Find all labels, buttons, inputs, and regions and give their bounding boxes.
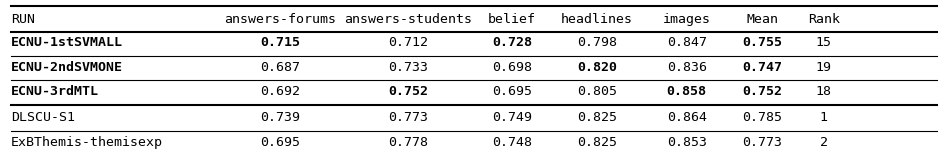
Text: 0.715: 0.715 — [261, 36, 301, 49]
Text: 0.805: 0.805 — [577, 85, 617, 98]
Text: 2: 2 — [820, 136, 828, 149]
Text: 0.755: 0.755 — [742, 36, 782, 49]
Text: headlines: headlines — [561, 13, 633, 26]
Text: 0.728: 0.728 — [492, 36, 532, 49]
Text: 0.698: 0.698 — [492, 61, 532, 74]
Text: 1: 1 — [820, 111, 828, 124]
Text: 0.847: 0.847 — [666, 36, 706, 49]
Text: images: images — [663, 13, 711, 26]
Text: 0.739: 0.739 — [261, 111, 301, 124]
Text: belief: belief — [488, 13, 536, 26]
Text: RUN: RUN — [10, 13, 35, 26]
Text: DLSCU-S1: DLSCU-S1 — [10, 111, 75, 124]
Text: 0.695: 0.695 — [261, 136, 301, 149]
Text: 19: 19 — [815, 61, 831, 74]
Text: answers-students: answers-students — [344, 13, 472, 26]
Text: 0.752: 0.752 — [388, 85, 428, 98]
Text: 0.733: 0.733 — [388, 61, 428, 74]
Text: answers-forums: answers-forums — [225, 13, 337, 26]
Text: ExBThemis-themisexp: ExBThemis-themisexp — [10, 136, 163, 149]
Text: ECNU-1stSVMALL: ECNU-1stSVMALL — [10, 36, 123, 49]
Text: 0.749: 0.749 — [492, 111, 532, 124]
Text: 15: 15 — [815, 36, 831, 49]
Text: 0.820: 0.820 — [577, 61, 617, 74]
Text: 0.853: 0.853 — [666, 136, 706, 149]
Text: Rank: Rank — [808, 13, 840, 26]
Text: 0.864: 0.864 — [666, 111, 706, 124]
Text: 0.752: 0.752 — [742, 85, 782, 98]
Text: 0.687: 0.687 — [261, 61, 301, 74]
Text: 0.773: 0.773 — [742, 136, 782, 149]
Text: 0.858: 0.858 — [666, 85, 706, 98]
Text: 0.825: 0.825 — [577, 136, 617, 149]
Text: 0.798: 0.798 — [577, 36, 617, 49]
Text: 0.747: 0.747 — [742, 61, 782, 74]
Text: 0.773: 0.773 — [388, 111, 428, 124]
Text: 0.748: 0.748 — [492, 136, 532, 149]
Text: ECNU-3rdMTL: ECNU-3rdMTL — [10, 85, 99, 98]
Text: 0.778: 0.778 — [388, 136, 428, 149]
Text: 0.825: 0.825 — [577, 111, 617, 124]
Text: 0.712: 0.712 — [388, 36, 428, 49]
Text: 18: 18 — [815, 85, 831, 98]
Text: 0.695: 0.695 — [492, 85, 532, 98]
Text: 0.836: 0.836 — [666, 61, 706, 74]
Text: Mean: Mean — [746, 13, 778, 26]
Text: 0.692: 0.692 — [261, 85, 301, 98]
Text: ECNU-2ndSVMONE: ECNU-2ndSVMONE — [10, 61, 123, 74]
Text: 0.785: 0.785 — [742, 111, 782, 124]
